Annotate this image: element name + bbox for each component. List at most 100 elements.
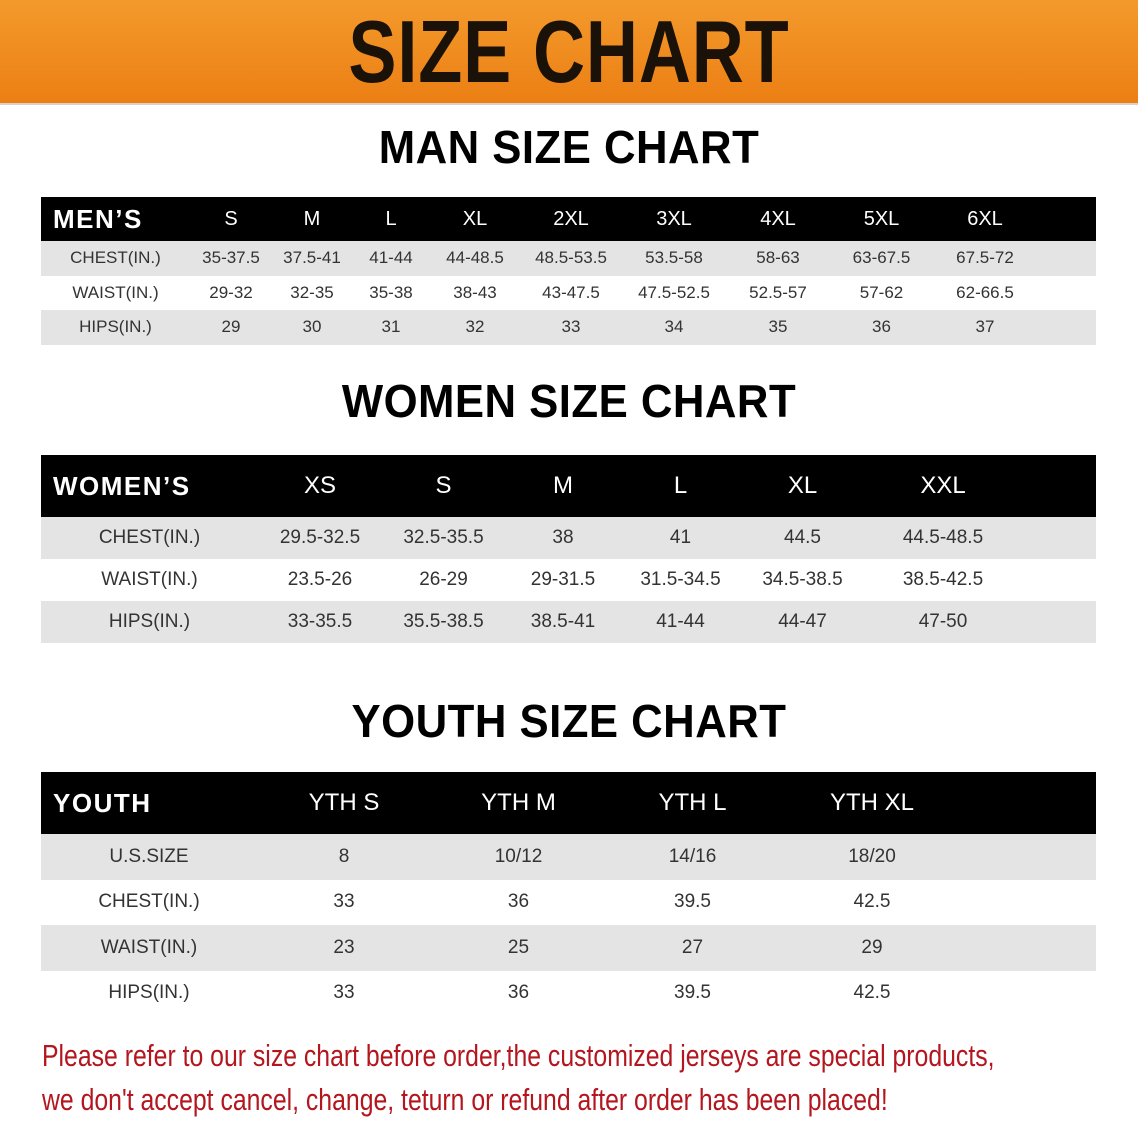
size-header: 4XL — [726, 197, 830, 241]
size-header: 2XL — [520, 197, 622, 241]
table-cell: 14/16 — [606, 834, 779, 880]
notice-line-1: Please refer to our size chart before or… — [42, 1038, 995, 1073]
table-row: WAIST(IN.) 23.5-26 26-29 29-31.5 31.5-34.5 34… — [41, 559, 1096, 601]
men-header-row: MEN’S S M L XL 2XL 3XL 4XL 5XL 6XL — [41, 197, 1096, 241]
row-label: WAIST(IN.) — [41, 925, 257, 971]
table-cell: 36 — [830, 310, 933, 345]
table-cell: 57-62 — [830, 275, 933, 310]
table-cell: 67.5-72 — [933, 241, 1037, 276]
table-cell: 38.5-42.5 — [865, 559, 1021, 601]
row-label: HIPS(IN.) — [41, 970, 257, 1016]
table-cell: 25 — [431, 925, 606, 971]
table-cell: 41-44 — [352, 241, 430, 276]
table-cell: 35-37.5 — [190, 241, 272, 276]
row-spacer — [965, 970, 1096, 1016]
table-cell: 52.5-57 — [726, 275, 830, 310]
banner: SIZE CHART — [0, 0, 1138, 105]
row-spacer — [1021, 601, 1096, 643]
table-cell: 32 — [430, 310, 520, 345]
table-cell: 35.5-38.5 — [382, 601, 505, 643]
table-cell: 41 — [621, 517, 740, 559]
table-cell: 38 — [505, 517, 621, 559]
row-spacer — [965, 834, 1096, 880]
row-spacer — [1037, 275, 1096, 310]
table-cell: 63-67.5 — [830, 241, 933, 276]
size-header: 3XL — [622, 197, 726, 241]
table-cell: 43-47.5 — [520, 275, 622, 310]
banner-title: SIZE CHART — [348, 2, 790, 101]
youth-header-row: YOUTH YTH S YTH M YTH L YTH XL — [41, 772, 1096, 834]
youth-section-title: YOUTH SIZE CHART — [351, 695, 787, 747]
table-cell: 29 — [190, 310, 272, 345]
size-header: 5XL — [830, 197, 933, 241]
row-spacer — [1037, 241, 1096, 276]
table-cell: 29-32 — [190, 275, 272, 310]
table-row: HIPS(IN.) 29 30 31 32 33 34 35 36 37 — [41, 310, 1096, 345]
table-cell: 8 — [257, 834, 431, 880]
row-spacer — [1037, 310, 1096, 345]
table-cell: 58-63 — [726, 241, 830, 276]
men-section-title: MAN SIZE CHART — [378, 121, 760, 173]
table-cell: 31 — [352, 310, 430, 345]
row-label: CHEST(IN.) — [41, 517, 258, 559]
row-spacer — [965, 925, 1096, 971]
size-header: S — [382, 455, 505, 517]
women-section-title: WOMEN SIZE CHART — [341, 375, 797, 427]
row-label: HIPS(IN.) — [41, 601, 258, 643]
size-header: XXL — [865, 455, 1021, 517]
header-spacer — [965, 772, 1096, 834]
table-cell: 33 — [257, 879, 431, 925]
table-cell: 29-31.5 — [505, 559, 621, 601]
size-header: XL — [430, 197, 520, 241]
size-header: 6XL — [933, 197, 1037, 241]
table-cell: 35-38 — [352, 275, 430, 310]
size-header: YTH S — [257, 772, 431, 834]
row-label: CHEST(IN.) — [41, 879, 257, 925]
table-row: HIPS(IN.) 33 36 39.5 42.5 — [41, 970, 1096, 1016]
table-cell: 10/12 — [431, 834, 606, 880]
women-size-table: WOMEN’S XS S M L XL XXL CHEST(IN.) 29.5-32.5 32.5… — [41, 455, 1096, 643]
row-spacer — [1021, 559, 1096, 601]
table-cell: 35 — [726, 310, 830, 345]
table-row: WAIST(IN.) 23 25 27 29 — [41, 925, 1096, 971]
notice-line-2: we don't accept cancel, change, teturn o… — [42, 1082, 888, 1117]
table-label: WOMEN’S — [41, 455, 258, 517]
table-row: CHEST(IN.) 29.5-32.5 32.5-35.5 38 41 44.5 44.5… — [41, 517, 1096, 559]
men-size-table: MEN’S S M L XL 2XL 3XL 4XL 5XL 6XL CHEST(IN.) 35-37… — [41, 197, 1096, 345]
row-label: CHEST(IN.) — [41, 241, 190, 276]
size-header: M — [505, 455, 621, 517]
table-cell: 31.5-34.5 — [621, 559, 740, 601]
women-header-row: WOMEN’S XS S M L XL XXL — [41, 455, 1096, 517]
size-header: YTH XL — [779, 772, 965, 834]
table-cell: 36 — [431, 970, 606, 1016]
table-cell: 44.5-48.5 — [865, 517, 1021, 559]
table-cell: 53.5-58 — [622, 241, 726, 276]
table-row: CHEST(IN.) 33 36 39.5 42.5 — [41, 879, 1096, 925]
table-cell: 37.5-41 — [272, 241, 352, 276]
table-cell: 47.5-52.5 — [622, 275, 726, 310]
table-cell: 26-29 — [382, 559, 505, 601]
table-cell: 44-48.5 — [430, 241, 520, 276]
table-label: YOUTH — [41, 772, 257, 834]
row-label: WAIST(IN.) — [41, 559, 258, 601]
size-header: XL — [740, 455, 865, 517]
table-cell: 44-47 — [740, 601, 865, 643]
youth-size-table: YOUTH YTH S YTH M YTH L YTH XL U.S.SIZE 8 10/12… — [41, 772, 1096, 1016]
row-label: HIPS(IN.) — [41, 310, 190, 345]
table-cell: 39.5 — [606, 879, 779, 925]
table-cell: 34.5-38.5 — [740, 559, 865, 601]
table-label: MEN’S — [41, 197, 190, 241]
table-cell: 34 — [622, 310, 726, 345]
table-cell: 47-50 — [865, 601, 1021, 643]
row-spacer — [965, 879, 1096, 925]
table-cell: 48.5-53.5 — [520, 241, 622, 276]
table-row: CHEST(IN.) 35-37.5 37.5-41 41-44 44-48.5 48.5… — [41, 241, 1096, 276]
table-row: U.S.SIZE 8 10/12 14/16 18/20 — [41, 834, 1096, 880]
size-header: L — [621, 455, 740, 517]
table-cell: 38-43 — [430, 275, 520, 310]
table-cell: 37 — [933, 310, 1037, 345]
table-row: WAIST(IN.) 29-32 32-35 35-38 38-43 43-47.5 47.… — [41, 275, 1096, 310]
size-header: M — [272, 197, 352, 241]
table-cell: 27 — [606, 925, 779, 971]
table-cell: 32.5-35.5 — [382, 517, 505, 559]
